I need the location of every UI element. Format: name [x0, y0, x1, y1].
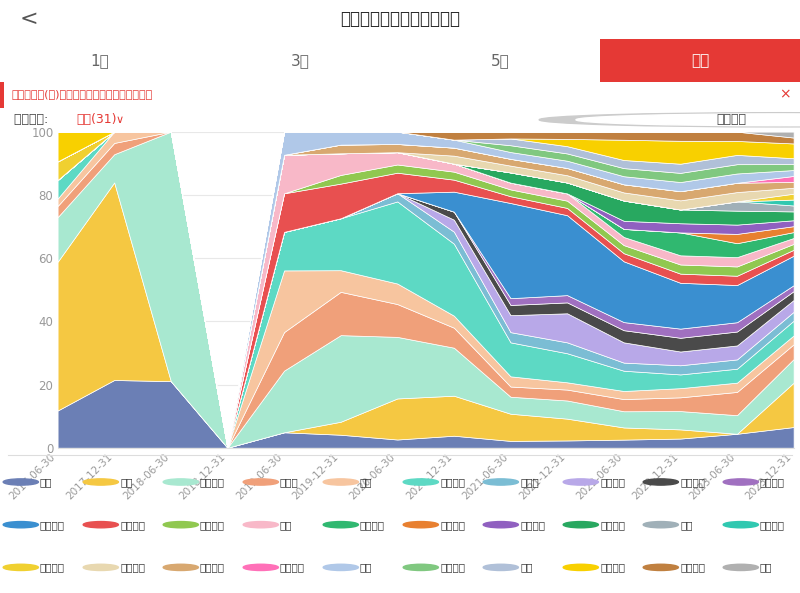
- Text: 全部: 全部: [691, 53, 709, 68]
- Text: 传媒: 传媒: [360, 477, 373, 487]
- Text: 电子: 电子: [120, 477, 133, 487]
- Text: 钢铁: 钢铁: [520, 562, 533, 572]
- Text: 通信: 通信: [40, 477, 53, 487]
- Circle shape: [643, 522, 678, 528]
- Text: 交通运输: 交通运输: [760, 519, 785, 530]
- Text: <: <: [20, 9, 38, 29]
- Circle shape: [163, 565, 198, 570]
- Circle shape: [83, 522, 118, 528]
- Text: 商贸零售: 商贸零售: [440, 519, 465, 530]
- Circle shape: [243, 479, 278, 485]
- Circle shape: [83, 565, 118, 570]
- Circle shape: [643, 565, 678, 570]
- Circle shape: [83, 479, 118, 485]
- Circle shape: [723, 522, 758, 528]
- Text: 以下结果以(半)年报披露的全部持仓计算得出。: 以下结果以(半)年报披露的全部持仓计算得出。: [12, 90, 154, 100]
- Text: 医药生物: 医药生物: [440, 477, 465, 487]
- FancyBboxPatch shape: [600, 39, 800, 82]
- Text: 博时汇智回报灵活配置混合: 博时汇智回报灵活配置混合: [340, 10, 460, 28]
- Circle shape: [483, 479, 518, 485]
- Text: 计算机: 计算机: [280, 477, 298, 487]
- Circle shape: [403, 522, 438, 528]
- Circle shape: [483, 565, 518, 570]
- Circle shape: [243, 522, 278, 528]
- Text: ∨: ∨: [116, 115, 124, 125]
- Text: 公用事业: 公用事业: [520, 519, 545, 530]
- FancyBboxPatch shape: [0, 82, 4, 108]
- Text: 食品饮料: 食品饮料: [200, 477, 225, 487]
- Text: 有色金属: 有色金属: [600, 562, 625, 572]
- Circle shape: [3, 479, 38, 485]
- Text: 申万(31): 申万(31): [76, 113, 117, 126]
- Text: ×: ×: [778, 87, 790, 101]
- Text: 纺织服饰: 纺织服饰: [40, 562, 65, 572]
- Circle shape: [539, 113, 800, 127]
- Text: 机械设备: 机械设备: [680, 477, 705, 487]
- Text: 社会服务: 社会服务: [120, 562, 145, 572]
- Text: 房地产: 房地产: [520, 477, 538, 487]
- Text: 美容护理: 美容护理: [280, 562, 305, 572]
- Circle shape: [323, 565, 358, 570]
- Circle shape: [323, 522, 358, 528]
- Text: 选择行业:: 选择行业:: [14, 113, 57, 126]
- Circle shape: [243, 565, 278, 570]
- Circle shape: [643, 479, 678, 485]
- Text: 1年: 1年: [90, 53, 110, 68]
- Circle shape: [163, 479, 198, 485]
- Text: 国防军工: 国防军工: [600, 519, 625, 530]
- Text: 3年: 3年: [290, 53, 310, 68]
- Text: 轻工制造: 轻工制造: [440, 562, 465, 572]
- Circle shape: [403, 565, 438, 570]
- Text: 建筑装饰: 建筑装饰: [680, 562, 705, 572]
- Text: 家用电器: 家用电器: [600, 477, 625, 487]
- Circle shape: [723, 565, 758, 570]
- Circle shape: [3, 522, 38, 528]
- Text: 石油石化: 石油石化: [360, 519, 385, 530]
- Text: 银行: 银行: [280, 519, 293, 530]
- Text: 综合: 综合: [760, 562, 773, 572]
- Text: 环保: 环保: [360, 562, 373, 572]
- Text: 农林牧渔: 农林牧渔: [200, 519, 225, 530]
- Circle shape: [3, 565, 38, 570]
- Circle shape: [323, 479, 358, 485]
- Circle shape: [563, 565, 598, 570]
- Circle shape: [563, 522, 598, 528]
- Text: 基础化工: 基础化工: [760, 477, 785, 487]
- Text: 建筑材料: 建筑材料: [200, 562, 225, 572]
- Text: 5年: 5年: [490, 53, 510, 68]
- Circle shape: [163, 522, 198, 528]
- Text: 汽车: 汽车: [680, 519, 693, 530]
- Circle shape: [576, 114, 800, 126]
- Text: 查看季报: 查看季报: [716, 113, 746, 126]
- Circle shape: [723, 479, 758, 485]
- Text: 非银金融: 非银金融: [120, 519, 145, 530]
- Circle shape: [563, 479, 598, 485]
- Text: 电力设备: 电力设备: [40, 519, 65, 530]
- Circle shape: [483, 522, 518, 528]
- Circle shape: [403, 479, 438, 485]
